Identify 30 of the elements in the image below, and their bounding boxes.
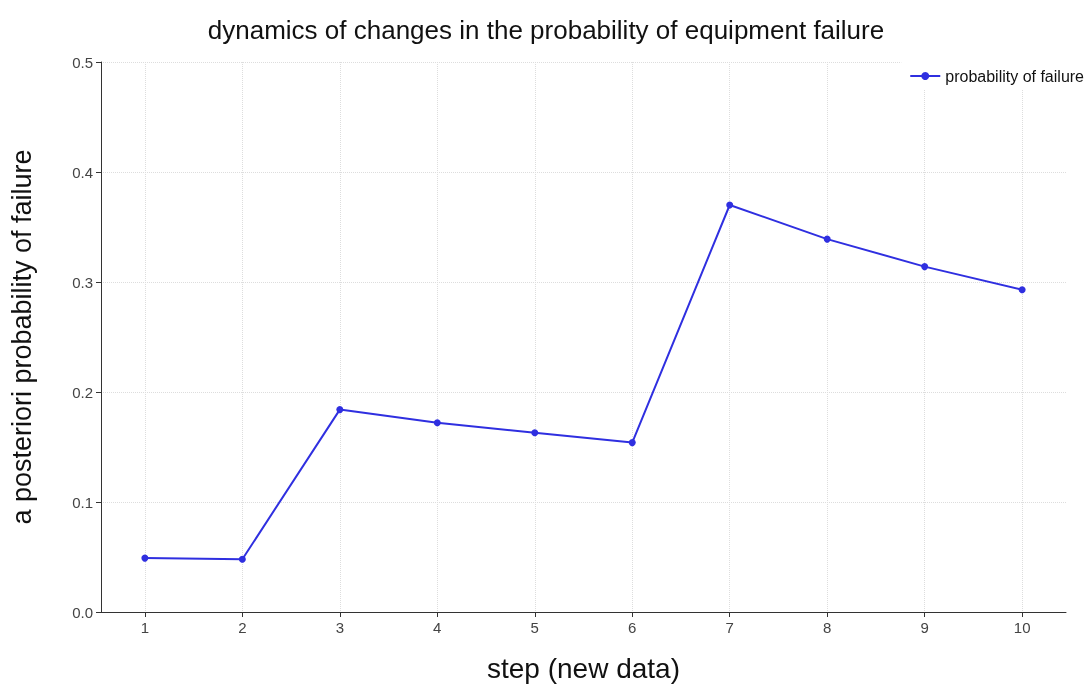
y-tick-label: 0.3 xyxy=(72,273,93,291)
x-axis-title: step (new data) xyxy=(487,652,680,684)
x-tick-label: 8 xyxy=(823,619,832,636)
x-tick-label: 6 xyxy=(628,619,637,636)
x-tick-label: 1 xyxy=(140,619,150,636)
y-axis-title: a posteriori probability of failure xyxy=(6,149,37,525)
x-tick-label: 3 xyxy=(335,619,344,636)
y-tick-label: 0.1 xyxy=(72,493,93,511)
y-tick-label: 0.4 xyxy=(72,163,93,181)
point xyxy=(823,235,831,243)
x-tick-label: 2 xyxy=(238,619,247,636)
point xyxy=(531,429,539,437)
point xyxy=(141,554,149,562)
y-tick-label: 0.2 xyxy=(72,383,93,401)
point xyxy=(921,263,929,271)
x-tick-label: 5 xyxy=(530,619,539,636)
x-tick-label: 9 xyxy=(920,619,929,636)
point xyxy=(336,406,344,414)
chart-title: dynamics of changes in the probability of equipment failure xyxy=(207,15,885,45)
x-tick-label: 4 xyxy=(433,619,442,636)
y-tick-label: 0.0 xyxy=(72,603,93,621)
point xyxy=(726,201,734,209)
y-tick-label: 0.5 xyxy=(72,53,93,71)
point xyxy=(433,419,441,427)
point xyxy=(238,555,246,563)
point xyxy=(1018,286,1026,294)
point xyxy=(628,439,636,447)
legend-label: probability of failure xyxy=(945,67,1085,85)
x-tick-label: 10 xyxy=(1013,619,1031,636)
x-tick-label: 7 xyxy=(725,619,734,636)
